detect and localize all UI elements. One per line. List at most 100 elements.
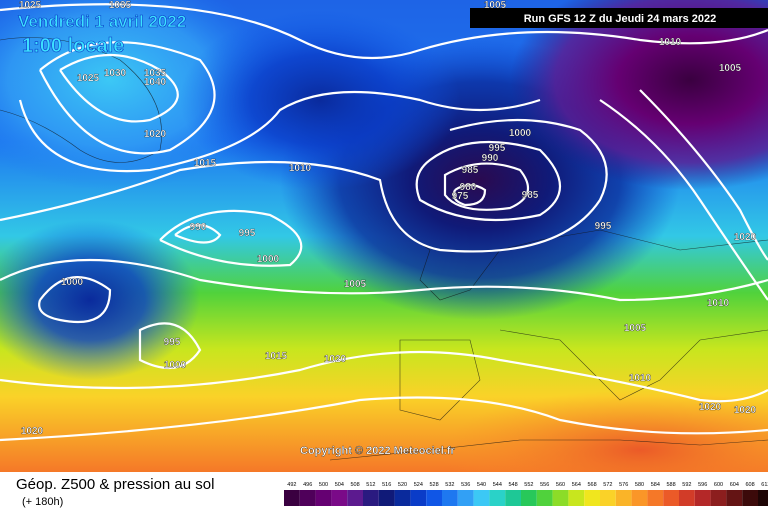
isobar-label: 1020 <box>144 129 167 140</box>
colorbar-swatch <box>347 490 363 506</box>
colorbar-swatch <box>457 490 474 506</box>
colorbar-swatch <box>505 490 521 506</box>
colorbar-swatch <box>299 490 316 506</box>
colorbar-swatch <box>442 490 458 506</box>
isobar-label: 995 <box>595 221 612 232</box>
isobar-label: 1010 <box>659 37 682 48</box>
isobar-label: 1020 <box>21 426 44 437</box>
footer-title: Géop. Z500 & pression au sol <box>16 476 214 493</box>
colorbar-swatch <box>584 490 600 506</box>
copyright: Copyright © 2022 Meteociel.fr <box>300 445 456 457</box>
isobar-label: 1000 <box>164 360 187 371</box>
isobar-label: 1015 <box>194 158 217 169</box>
isobar-label: 985 <box>522 190 539 201</box>
coastlines <box>0 37 768 461</box>
colorbar-label: 508 <box>351 482 360 488</box>
run-box <box>470 8 768 28</box>
isobar-label: 985 <box>462 165 479 176</box>
colorbar-label: 548 <box>509 482 518 488</box>
colorbar-label: 524 <box>414 482 423 488</box>
colorbar-swatch <box>473 490 490 506</box>
colorbar-label: 500 <box>319 482 328 488</box>
forecast-date: Vendredi 1 avril 2022 <box>18 12 186 31</box>
colorbar-label: 592 <box>682 482 691 488</box>
colorbar-label: 588 <box>667 482 676 488</box>
forecast-time: 1:00 locale <box>22 35 124 57</box>
isobar-label: 995 <box>239 228 256 239</box>
colorbar-swatch <box>663 490 679 506</box>
colorbar-swatch <box>489 490 506 506</box>
colorbar-label: 604 <box>730 482 739 488</box>
colorbar-swatch <box>615 490 632 506</box>
colorbar-label: 536 <box>461 482 470 488</box>
colorbar-label: 600 <box>714 482 723 488</box>
isobar-label: 1035 <box>144 68 167 79</box>
colorbar-label: 540 <box>477 482 486 488</box>
colorbar: 492 496 500 504 508 512 516 520 524 528 532 536 540 5… <box>284 482 768 506</box>
isobar-label: 1020 <box>734 232 757 243</box>
isobar-label: 1025 <box>77 73 100 84</box>
colorbar-swatch <box>679 490 695 506</box>
isobar-label: 990 <box>482 153 499 164</box>
colorbar-swatch <box>600 490 616 506</box>
colorbar-label: 532 <box>445 482 454 488</box>
isobar-label: 995 <box>489 143 506 154</box>
colorbar-swatch <box>536 490 553 506</box>
isobar-label: 995 <box>164 337 181 348</box>
colorbar-swatch <box>378 490 395 506</box>
colorbar-label: 496 <box>303 482 312 488</box>
colorbar-swatch <box>331 490 348 506</box>
colorbar-swatch <box>552 490 569 506</box>
isobar-label: 1035 <box>109 0 132 11</box>
isobar-label: 1015 <box>265 351 288 362</box>
isobar-label: 1005 <box>344 279 367 290</box>
isobar-label: 1020 <box>734 405 757 416</box>
colorbar-label: 576 <box>619 482 628 488</box>
colorbar-label: 584 <box>651 482 660 488</box>
colorbar-label: 552 <box>524 482 533 488</box>
isobar-label: 1000 <box>257 254 280 265</box>
isobar-label: 990 <box>190 222 207 233</box>
isobar-label: 1010 <box>289 163 312 174</box>
colorbar-label: 544 <box>493 482 502 488</box>
isobar-label: 1005 <box>484 0 507 11</box>
isobar-label: 1010 <box>629 373 652 384</box>
colorbar-label: 580 <box>635 482 644 488</box>
colorbar-label: 492 <box>287 482 296 488</box>
colorbar-swatch <box>426 490 442 506</box>
isobar-label: 1040 <box>144 77 167 88</box>
colorbar-swatch <box>315 490 332 506</box>
colorbar-swatch <box>694 490 711 506</box>
colorbar-swatch <box>631 490 648 506</box>
isobar-label: 1005 <box>719 63 742 74</box>
colorbar-label: 560 <box>556 482 565 488</box>
colorbar-label: 608 <box>746 482 755 488</box>
run-info: Run GFS 12 Z du Jeudi 24 mars 2022 <box>524 13 717 25</box>
colorbar-label: 556 <box>540 482 549 488</box>
isobar-label: 1025 <box>19 0 42 11</box>
colorbar-swatch <box>758 490 768 506</box>
colorbar-swatch <box>568 490 585 506</box>
colorbar-swatch <box>394 490 411 506</box>
colorbar-label: 564 <box>572 482 581 488</box>
colorbar-label: 528 <box>430 482 439 488</box>
colorbar-swatch <box>726 490 743 506</box>
colorbar-swatch <box>284 490 300 506</box>
colorbar-label: 520 <box>398 482 407 488</box>
colorbar-label: 516 <box>382 482 391 488</box>
isobar-label: 1020 <box>699 402 722 413</box>
colorbar-swatch <box>710 490 727 506</box>
colorbar-label: 596 <box>698 482 707 488</box>
isobars <box>0 3 768 442</box>
colorbar-swatch <box>521 490 537 506</box>
isobar-label: 1020 <box>324 354 347 365</box>
isobar-label: 1000 <box>509 128 532 139</box>
colorbar-swatch <box>410 490 427 506</box>
isobar-label: 1000 <box>61 277 84 288</box>
isobar-label: 975 <box>452 191 469 202</box>
footer-lead: (+ 180h) <box>22 496 63 508</box>
colorbar-label: 568 <box>588 482 597 488</box>
